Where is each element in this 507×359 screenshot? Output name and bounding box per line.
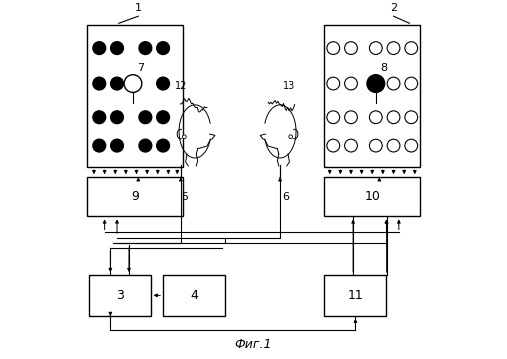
Circle shape [405,139,418,152]
Text: 11: 11 [348,289,364,302]
Text: 12: 12 [174,81,187,90]
Circle shape [405,77,418,90]
Circle shape [183,135,186,139]
Circle shape [370,139,382,152]
Circle shape [157,77,169,90]
Text: 8: 8 [380,63,387,73]
Text: Фиг.1: Фиг.1 [235,338,272,351]
Circle shape [93,42,105,55]
Circle shape [345,42,357,55]
Text: 9: 9 [131,191,139,204]
Circle shape [111,111,123,123]
Bar [324,25,420,167]
Circle shape [157,111,169,123]
Text: 1: 1 [135,3,142,13]
Circle shape [405,111,418,123]
Circle shape [139,42,152,55]
Bar [163,275,225,316]
Circle shape [124,75,142,92]
Circle shape [139,111,152,123]
Text: 3: 3 [116,289,124,302]
Circle shape [93,77,105,90]
Circle shape [387,139,400,152]
Circle shape [111,77,123,90]
Circle shape [387,77,400,90]
Circle shape [289,135,293,139]
Text: 4: 4 [190,289,198,302]
Circle shape [370,111,382,123]
Circle shape [327,42,340,55]
Circle shape [139,139,152,152]
Text: 10: 10 [365,191,380,204]
Text: 2: 2 [390,3,397,13]
Text: 13: 13 [283,81,295,90]
Bar [87,25,183,167]
Circle shape [111,139,123,152]
Bar [89,275,151,316]
Circle shape [345,77,357,90]
Circle shape [387,111,400,123]
Circle shape [157,139,169,152]
Circle shape [327,111,340,123]
Circle shape [345,111,357,123]
Circle shape [93,139,105,152]
Bar [87,177,183,216]
Bar [324,177,420,216]
Text: 7: 7 [137,63,144,73]
Circle shape [327,77,340,90]
Bar [324,275,386,316]
Circle shape [93,111,105,123]
Circle shape [370,42,382,55]
Circle shape [157,42,169,55]
Circle shape [345,139,357,152]
Circle shape [111,42,123,55]
Circle shape [327,139,340,152]
Text: 5: 5 [181,192,188,202]
Text: 6: 6 [282,192,289,202]
Circle shape [387,42,400,55]
Circle shape [367,75,385,92]
Circle shape [405,42,418,55]
